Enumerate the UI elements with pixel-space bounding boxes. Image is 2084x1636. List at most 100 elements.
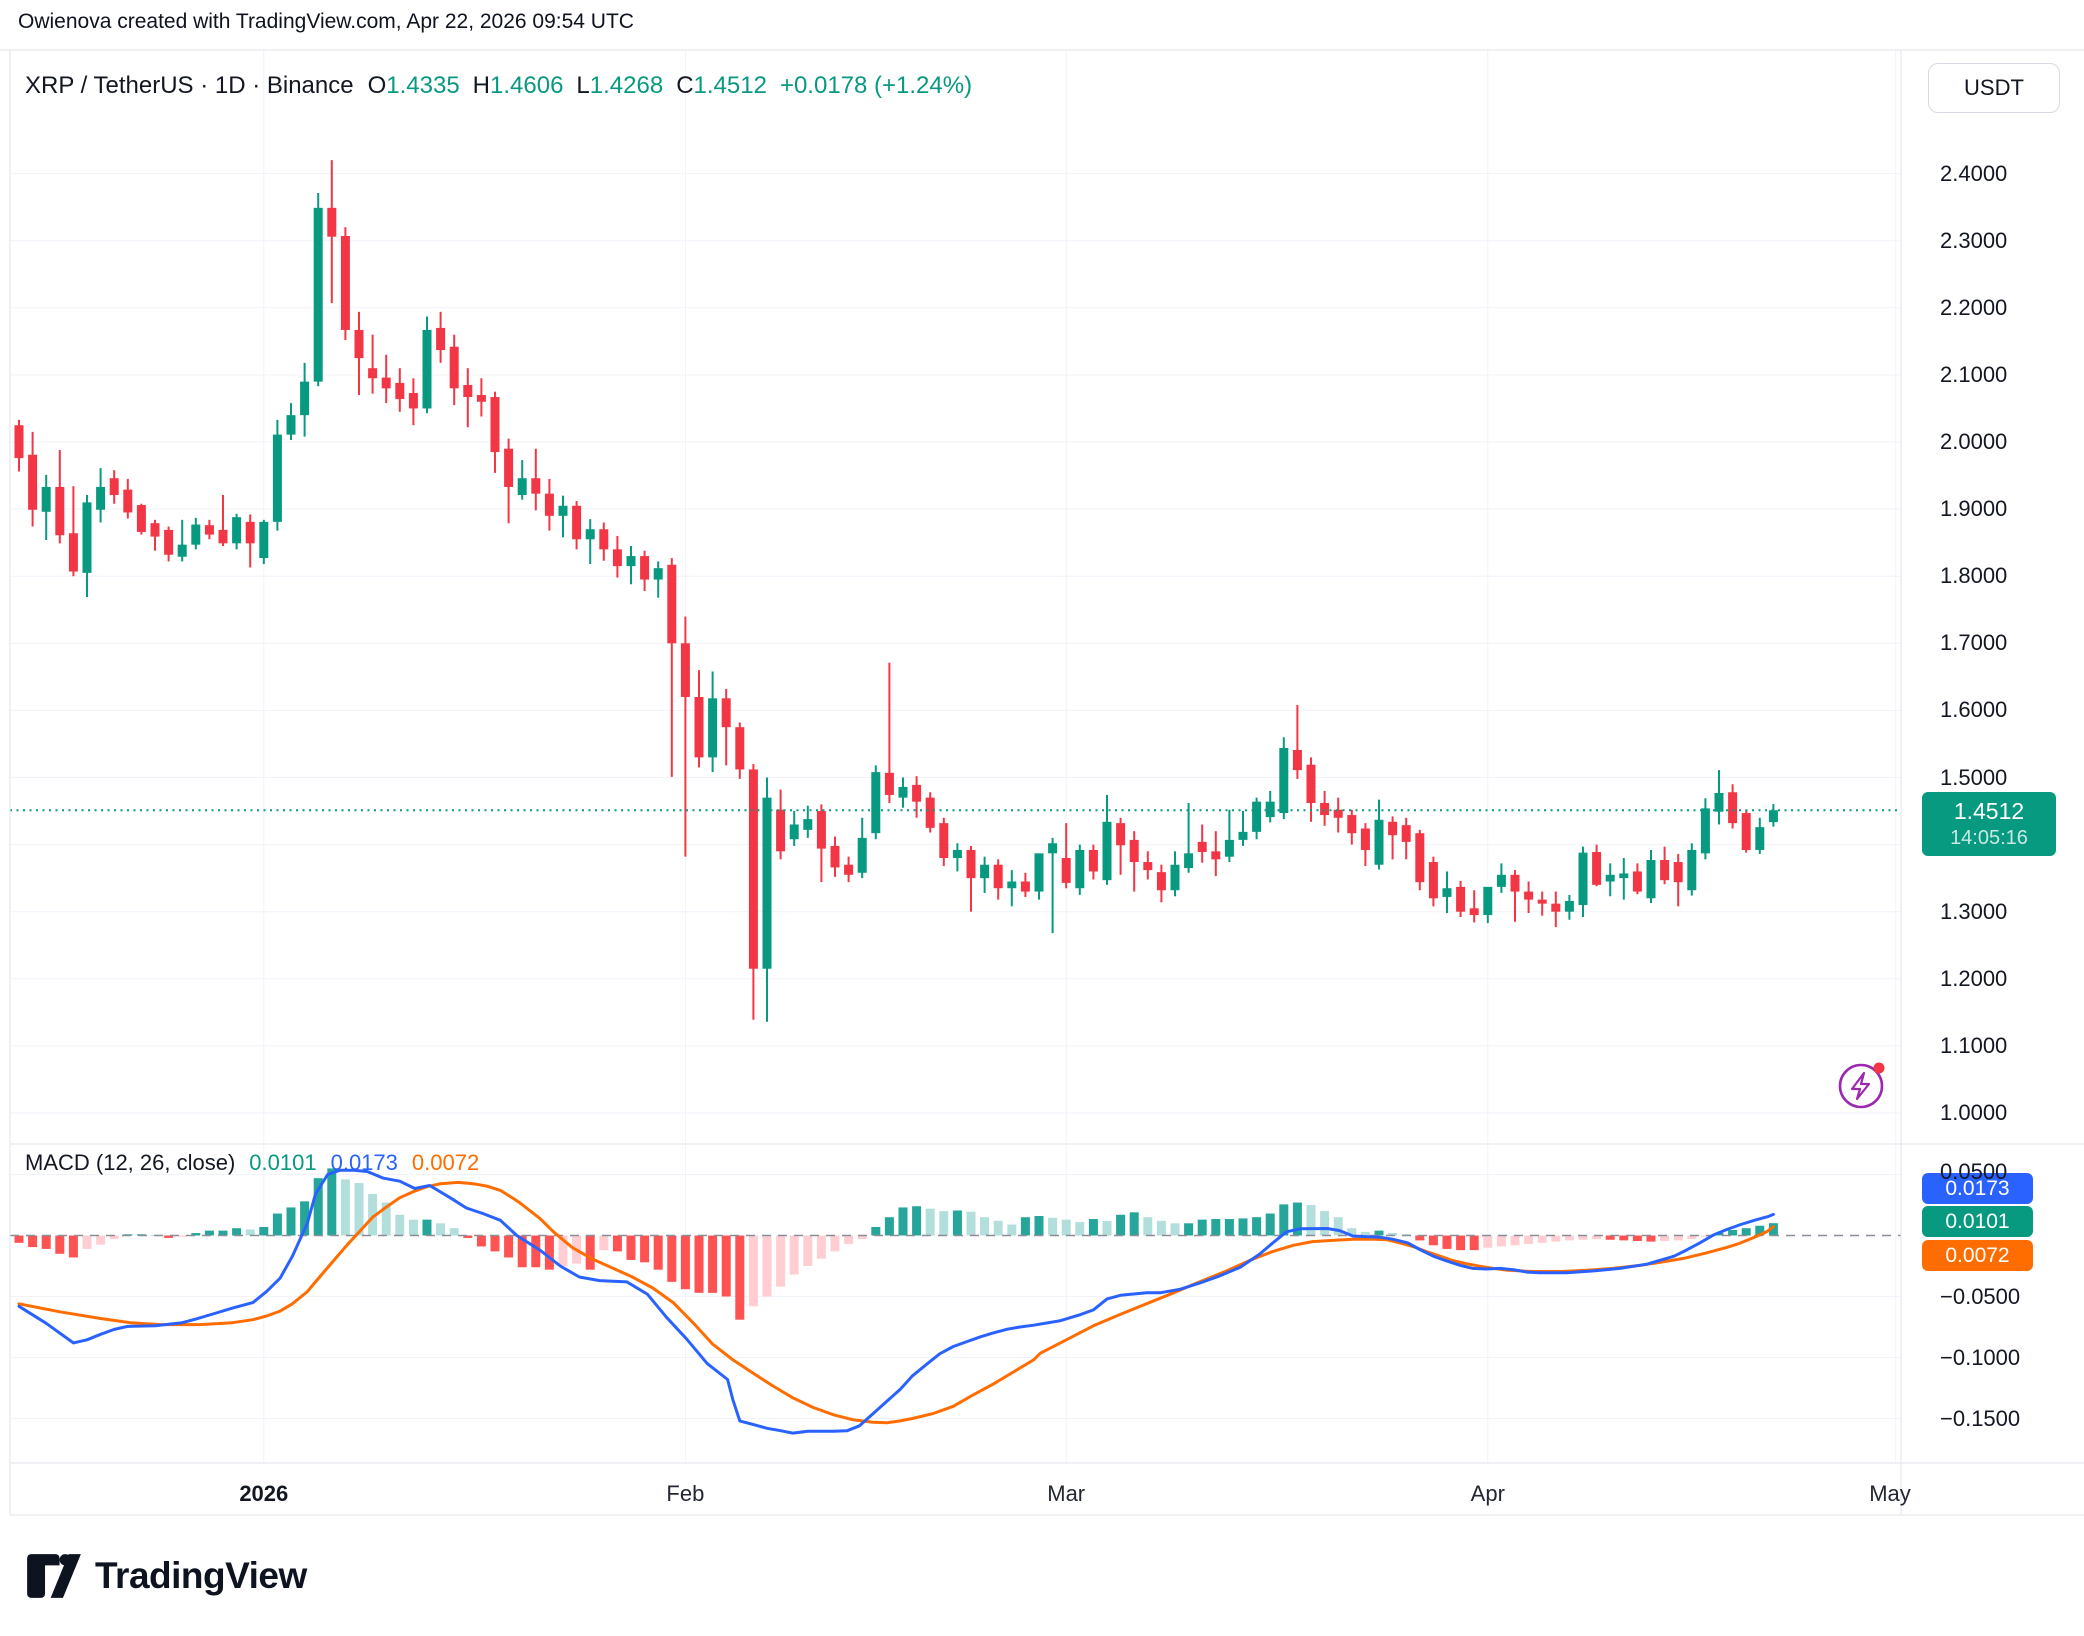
macd-hist-bar [952, 1210, 962, 1236]
time-axis-label[interactable]: Feb [666, 1481, 705, 1506]
price-scale-label[interactable]: 2.3000 [1940, 227, 2008, 253]
candle-body [1714, 792, 1724, 812]
macd-scale-label[interactable]: −0.1500 [1940, 1405, 2021, 1431]
macd-hist-bar [721, 1235, 731, 1297]
macd-hist-bar [1632, 1235, 1642, 1241]
candle-body [1605, 874, 1615, 882]
candle-body [1075, 849, 1085, 889]
price-scale-label[interactable]: 1.1000 [1940, 1032, 2008, 1058]
candle-body [544, 493, 554, 516]
macd-hist-bar [1700, 1235, 1710, 1237]
macd-scale-label[interactable]: −0.0500 [1940, 1283, 2021, 1309]
macd-hist-bar [272, 1213, 282, 1236]
candle-body [1143, 862, 1153, 871]
currency-unit-button[interactable]: USDT [1928, 63, 2060, 113]
macd-line [17, 1168, 1775, 1435]
candle-body [1102, 821, 1112, 881]
candle-body [1687, 849, 1697, 891]
macd-hist-bar [789, 1235, 799, 1275]
candle-body [408, 393, 418, 409]
macd-hist-bar [1184, 1223, 1194, 1236]
tradingview-logo[interactable]: TradingView [26, 1553, 307, 1599]
macd-hist-bar [1252, 1217, 1262, 1236]
macd-hist-bar [449, 1228, 459, 1236]
macd-hist-bar [1524, 1235, 1534, 1245]
macd-hist-bar [844, 1235, 854, 1245]
macd-hist-bar [599, 1235, 609, 1251]
candle-body [327, 207, 337, 237]
candle-body [449, 346, 459, 389]
candle-body [1632, 871, 1642, 892]
candle-body [626, 556, 636, 567]
boost-notification-dot [1873, 1062, 1885, 1074]
price-scale-label[interactable]: 2.0000 [1940, 429, 2008, 454]
candle-body [585, 529, 595, 540]
macd-indicator-legend[interactable]: MACD (12, 26, close) 0.0101 0.0173 0.007… [25, 1150, 479, 1176]
candle-body [1088, 849, 1098, 872]
high-value: H1.4606 [472, 72, 564, 99]
candle-body [1020, 881, 1030, 892]
price-scale-label[interactable]: 1.5000 [1940, 764, 2008, 790]
candle-body [1333, 809, 1343, 818]
candle-body [1551, 903, 1561, 912]
candle-body [1211, 851, 1221, 860]
macd-hist-bar [1320, 1211, 1330, 1236]
price-scale-label[interactable]: 2.4000 [1940, 160, 2008, 186]
candle-body [218, 529, 228, 544]
time-axis-label[interactable]: Mar [1047, 1481, 1086, 1506]
macd-hist-bar [816, 1235, 826, 1259]
macd-hist-bar [1741, 1228, 1751, 1236]
symbol-legend[interactable]: XRP / TetherUS · 1D · Binance O1.4335 H1… [25, 72, 972, 100]
macd-hist-bar [1673, 1235, 1683, 1241]
macd-scale-label[interactable]: −0.1000 [1940, 1344, 2021, 1370]
candle-body [1374, 819, 1384, 865]
time-axis-label[interactable]: Apr [1470, 1481, 1505, 1506]
time-axis-label[interactable]: May [1869, 1481, 1911, 1506]
price-scale-label[interactable]: 2.1000 [1940, 361, 2008, 387]
price-scale-label[interactable]: 2.2000 [1940, 294, 2008, 320]
macd-hist-bar [653, 1235, 663, 1270]
macd-hist-bar [109, 1235, 119, 1240]
candle-body [381, 377, 391, 389]
candle-body [422, 329, 432, 409]
macd-hist-bar [164, 1235, 174, 1238]
macd-hist-bar [55, 1235, 65, 1254]
candle-body [1524, 891, 1534, 900]
candle-body [1265, 801, 1275, 818]
candle-body [1415, 833, 1425, 883]
macd-hist-bar [1075, 1222, 1085, 1236]
candle-body [1578, 852, 1588, 905]
macd-hist-bar [748, 1235, 758, 1307]
time-axis-label[interactable]: 2026 [239, 1481, 289, 1506]
price-scale-label[interactable]: 1.7000 [1940, 630, 2008, 656]
candle-body [1510, 874, 1520, 892]
price-scale-label[interactable]: 1.0000 [1940, 1100, 2008, 1125]
candle-body [1320, 802, 1330, 816]
price-scale-label[interactable]: 1.8000 [1940, 563, 2008, 589]
macd-signal-line [17, 1180, 1775, 1425]
candle-body [816, 811, 826, 849]
candle-body [96, 486, 106, 510]
macd-hist-bar [803, 1235, 813, 1266]
price-scale-label[interactable]: 1.9000 [1940, 496, 2008, 522]
macd-hist-bar [898, 1207, 908, 1236]
lightning-icon[interactable] [1838, 1062, 1885, 1109]
price-scale-label[interactable]: 1.2000 [1940, 965, 2008, 991]
candle-body [572, 505, 582, 540]
macd-title: MACD (12, 26, close) [25, 1150, 236, 1175]
candle-body [1428, 862, 1438, 899]
candle-body [313, 207, 323, 382]
price-scale-label[interactable]: 1.6000 [1940, 697, 2008, 723]
candle-body [735, 727, 745, 770]
candle-body [1279, 747, 1289, 814]
macd-hist-bar [300, 1201, 310, 1236]
macd-hist-bar [1102, 1220, 1112, 1236]
price-scale-label[interactable]: 1.3000 [1940, 898, 2008, 924]
macd-scale-label[interactable]: 0.0500 [1940, 1158, 2008, 1184]
macd-hist-bar [1660, 1235, 1670, 1241]
macd-hist-bar [340, 1179, 350, 1236]
boost-circle[interactable] [1838, 1063, 1884, 1109]
macd-hist-bar [776, 1235, 786, 1287]
macd-hist-bar [82, 1235, 92, 1249]
